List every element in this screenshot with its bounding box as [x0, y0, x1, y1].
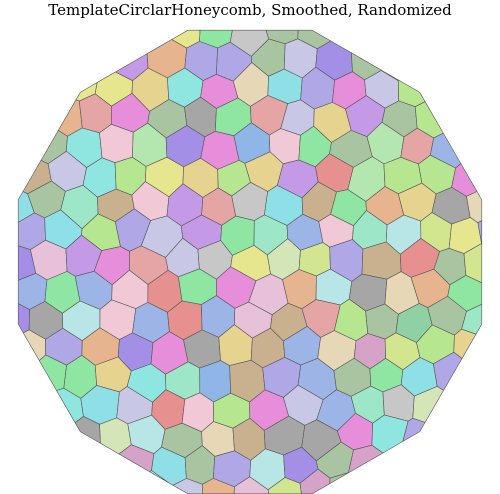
- honeycomb-cell: [371, 414, 409, 454]
- honeycomb-cell: [402, 417, 426, 443]
- honeycomb-cell: [149, 470, 169, 483]
- honeycomb-cell: [433, 351, 463, 391]
- honeycomb-cell: [412, 386, 444, 423]
- figure-title: TemplateCirclarHoneycomb, Smoothed, Rand…: [48, 1, 452, 19]
- honeycomb-cells: [17, 29, 483, 494]
- honeycomb-cell: [99, 123, 134, 164]
- honeycomb-cell: [463, 243, 483, 284]
- honeycomb-cell: [453, 328, 477, 359]
- honeycomb-cell: [329, 472, 350, 485]
